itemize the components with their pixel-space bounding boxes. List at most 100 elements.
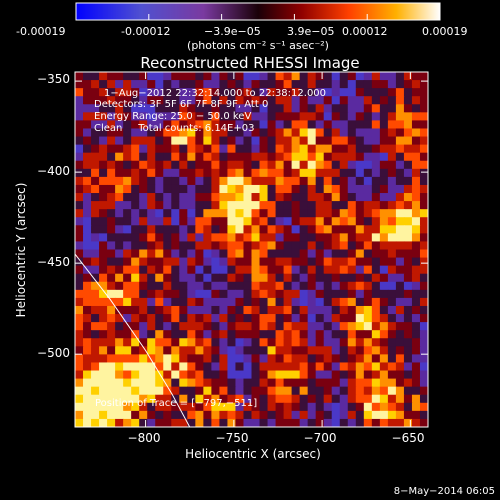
heatmap-cell (243, 209, 253, 218)
heatmap-cell (291, 418, 301, 427)
heatmap-cell (315, 297, 325, 307)
heatmap-cell (291, 136, 301, 146)
heatmap-cell (219, 144, 229, 154)
heatmap-cell (179, 257, 188, 267)
heatmap-cell (315, 120, 325, 130)
heatmap-cell (339, 418, 349, 427)
heatmap-cell (419, 289, 428, 299)
heatmap-cell (139, 144, 148, 154)
heatmap-cell (403, 394, 413, 404)
heatmap-cell (163, 297, 172, 307)
heatmap-cell (267, 136, 277, 146)
heatmap-cell (235, 241, 245, 251)
heatmap-cell (403, 378, 413, 388)
heatmap-cell (83, 168, 92, 178)
heatmap-cell (331, 281, 341, 291)
heatmap-cell (395, 176, 405, 186)
heatmap-cell (235, 184, 245, 194)
heatmap-cell (115, 265, 124, 275)
heatmap-cell (91, 265, 100, 275)
heatmap-cell (339, 112, 349, 122)
heatmap-cell (283, 394, 293, 404)
heatmap-cell (219, 338, 229, 347)
heatmap-cell (307, 257, 317, 267)
heatmap-cell (107, 265, 116, 275)
heatmap-cell (99, 314, 108, 323)
heatmap-cell (299, 176, 309, 186)
heatmap-cell (371, 217, 381, 226)
heatmap-cell (299, 362, 309, 372)
heatmap-cell (251, 201, 261, 210)
heatmap-cell (395, 346, 405, 355)
colorbar-tick-label: -0.00019 (16, 25, 65, 38)
heatmap-cell (403, 233, 413, 243)
heatmap-cell (419, 104, 428, 113)
heatmap-cell (259, 72, 269, 81)
heatmap-cell (227, 80, 237, 89)
heatmap-cell (411, 176, 421, 186)
heatmap-cell (291, 346, 301, 355)
heatmap-cell (347, 120, 357, 130)
heatmap-cell (267, 402, 277, 412)
heatmap-cell (131, 233, 140, 243)
heatmap-cell (275, 168, 285, 178)
heatmap-cell (323, 362, 333, 372)
heatmap-cell (235, 281, 245, 291)
heatmap-cell (307, 168, 317, 178)
heatmap-cell (387, 257, 397, 267)
heatmap-cell (179, 201, 188, 210)
heatmap-cell (91, 241, 100, 251)
heatmap-cell (355, 88, 365, 97)
heatmap-cell (403, 354, 413, 364)
heatmap-cell (171, 209, 180, 218)
heatmap-cell (299, 225, 309, 234)
heatmap-cell (331, 72, 341, 81)
heatmap-cell (331, 233, 341, 243)
heatmap-cell (307, 281, 317, 291)
heatmap-cell (363, 201, 373, 210)
heatmap-cell (355, 338, 365, 347)
heatmap-cell (147, 152, 156, 162)
heatmap-cell (347, 80, 357, 89)
x-tick-label: −650 (392, 431, 425, 445)
heatmap-cell (291, 176, 301, 186)
heatmap-cell (211, 233, 221, 243)
heatmap-cell (331, 112, 341, 122)
heatmap-cell (75, 346, 84, 355)
heatmap-cell (291, 297, 301, 307)
heatmap-cell (379, 193, 389, 202)
heatmap-cell (243, 96, 253, 105)
heatmap-cell (259, 418, 269, 427)
heatmap-cell (371, 136, 381, 146)
heatmap-cell (131, 225, 140, 234)
heatmap-cell (155, 265, 164, 275)
heatmap-cell (83, 241, 92, 251)
heatmap-cell (131, 241, 140, 251)
heatmap-cell (171, 386, 180, 396)
heatmap-cell (323, 346, 333, 355)
heatmap-cell (315, 338, 325, 347)
heatmap-cell (107, 281, 116, 291)
heatmap-cell (227, 209, 237, 218)
heatmap-cell (219, 72, 229, 81)
heatmap-cell (371, 241, 381, 251)
heatmap-cell (291, 88, 301, 97)
heatmap-cell (371, 96, 381, 105)
heatmap-cell (347, 418, 357, 427)
heatmap-cell (227, 168, 237, 178)
heatmap-cell (139, 322, 148, 331)
heatmap-cell (107, 225, 116, 234)
heatmap-cell (227, 184, 237, 194)
heatmap-cell (147, 104, 156, 113)
heatmap-cell (147, 265, 156, 275)
heatmap-cell (91, 370, 100, 380)
heatmap-cell (307, 176, 317, 186)
heatmap-cell (115, 233, 124, 243)
heatmap-cell (419, 120, 428, 130)
heatmap-cell (331, 370, 341, 380)
heatmap-cell (267, 152, 277, 162)
heatmap-cell (283, 265, 293, 275)
heatmap-cell (347, 386, 357, 396)
heatmap-cell (403, 402, 413, 412)
heatmap-cell (227, 394, 237, 404)
